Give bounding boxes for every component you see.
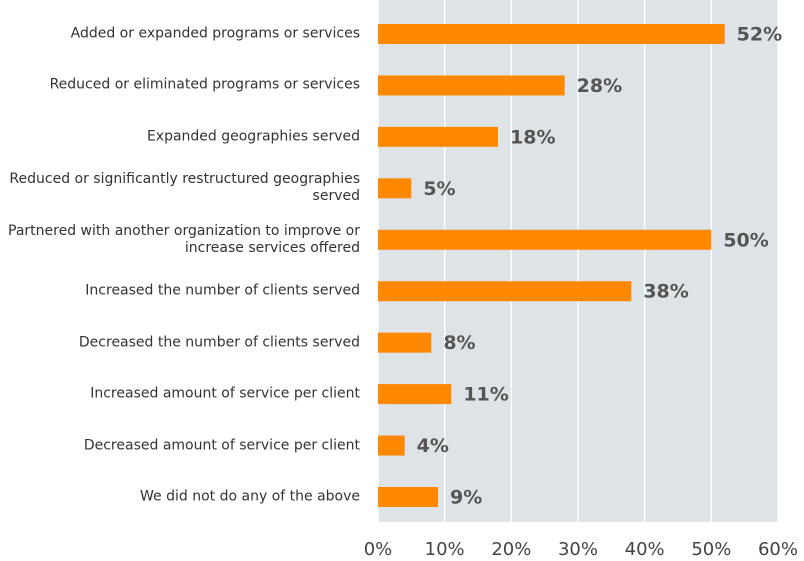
x-tick-label: 20% (491, 539, 531, 560)
value-label: 4% (417, 435, 449, 457)
bar (378, 487, 438, 507)
value-label: 9% (450, 487, 482, 509)
bar (378, 435, 405, 456)
y-tick-label: Decreased amount of service per client (83, 437, 360, 454)
value-label: 18% (510, 126, 555, 148)
value-label: 38% (643, 281, 688, 303)
value-label: 50% (723, 229, 768, 251)
value-label: 28% (577, 75, 622, 97)
bar (378, 384, 452, 405)
value-label: 11% (463, 384, 508, 406)
y-tick-label: Partnered with another organization to i… (8, 222, 360, 256)
y-tick-label: Reduced or significantly restructured ge… (9, 171, 360, 205)
y-tick-label: Increased amount of service per client (90, 385, 360, 402)
x-tick-label: 30% (558, 539, 598, 560)
value-label: 52% (737, 24, 782, 46)
x-tick-label: 40% (625, 539, 665, 560)
x-tick-label: 0% (364, 539, 393, 560)
x-tick-label: 50% (691, 539, 731, 560)
y-tick-label: Decreased the number of clients served (78, 334, 360, 351)
y-tick-label: Expanded geographies served (146, 128, 360, 145)
bar (378, 281, 632, 302)
value-label: 8% (443, 332, 475, 354)
value-label: 5% (423, 178, 455, 200)
y-tick-label: We did not do any of the above (140, 488, 360, 505)
bar (378, 332, 432, 353)
bar (378, 178, 412, 199)
bar (378, 24, 725, 44)
x-tick-label: 60% (758, 539, 798, 560)
x-tick-label: 10% (425, 539, 465, 560)
bar (378, 126, 498, 147)
y-tick-label: Added or expanded programs or services (70, 25, 360, 42)
bar (378, 229, 712, 250)
bar (378, 75, 565, 96)
y-tick-label: Reduced or eliminated programs or servic… (49, 76, 360, 93)
y-tick-label: Increased the number of clients served (85, 282, 360, 299)
